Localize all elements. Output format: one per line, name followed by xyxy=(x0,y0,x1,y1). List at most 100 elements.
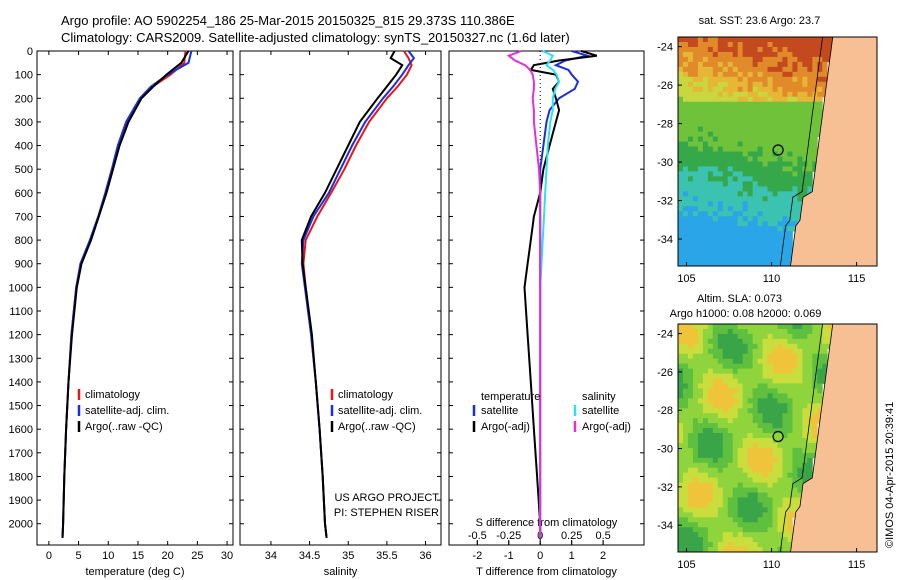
map-cell xyxy=(712,111,719,118)
map-cell xyxy=(742,438,749,444)
map-cell xyxy=(792,428,798,434)
map-cell xyxy=(767,472,773,479)
map-cell xyxy=(752,161,759,167)
map-cell xyxy=(722,106,729,113)
map-cell xyxy=(732,507,739,513)
map-cell xyxy=(682,467,689,474)
map-cell xyxy=(797,413,803,419)
map-cell xyxy=(712,136,719,142)
map-cell xyxy=(682,216,689,222)
map-cell xyxy=(722,216,729,222)
map-cell xyxy=(722,438,729,444)
map-cell xyxy=(782,502,788,508)
map-cell xyxy=(712,507,719,513)
map-cell xyxy=(747,542,754,548)
map-cell xyxy=(702,181,709,187)
map-cell xyxy=(687,457,694,464)
map-cell xyxy=(782,101,788,108)
x-tick-label: 25 xyxy=(191,550,203,562)
map-cell xyxy=(782,333,788,340)
map-cell xyxy=(682,186,689,192)
map-cell xyxy=(752,171,759,177)
map-cell xyxy=(777,388,783,394)
map-cell xyxy=(707,61,714,68)
map-cell xyxy=(777,462,783,469)
map-cell xyxy=(697,363,704,370)
map-cell xyxy=(707,353,714,360)
map-cell xyxy=(812,333,818,340)
map-cell xyxy=(762,37,768,43)
map-cell xyxy=(717,403,724,409)
map-cell xyxy=(757,338,763,345)
map-cell xyxy=(797,467,803,474)
map-cell xyxy=(782,418,788,424)
x-tick-label: 2 xyxy=(600,550,606,562)
map-cell xyxy=(782,56,788,63)
s-tick-label: 0.5 xyxy=(595,530,610,542)
map-cell xyxy=(812,156,818,162)
map-cell xyxy=(722,447,729,454)
map-cell xyxy=(742,522,749,528)
map-cell xyxy=(682,71,689,78)
map-cell xyxy=(678,512,684,518)
map-cell xyxy=(737,393,744,399)
map-cell xyxy=(727,37,734,43)
map-cell xyxy=(812,66,818,73)
map-cell xyxy=(787,492,793,498)
x-tick-label: 34 xyxy=(265,550,277,562)
map-cell xyxy=(712,146,719,152)
map-cell xyxy=(692,141,699,147)
map-cell xyxy=(762,398,768,404)
map-cell xyxy=(707,507,714,513)
map-cell xyxy=(707,246,714,252)
map-cell xyxy=(678,226,684,232)
map-cell xyxy=(687,383,694,389)
map-cell xyxy=(702,324,709,330)
y-tick-label: 1300 xyxy=(9,353,33,365)
map-cell xyxy=(722,161,729,167)
map-cell xyxy=(782,256,788,262)
map-cell xyxy=(787,472,793,479)
map-cell xyxy=(722,413,729,419)
map-cell xyxy=(678,126,684,132)
map-cell xyxy=(802,191,808,197)
map-cell xyxy=(722,81,729,88)
map-cell xyxy=(752,166,759,172)
map-cell xyxy=(762,146,768,152)
map-cell xyxy=(682,176,689,182)
map-cell xyxy=(697,507,704,513)
map-cell xyxy=(727,447,734,454)
map-cell xyxy=(797,176,803,182)
map-cell xyxy=(702,131,709,137)
map-cell xyxy=(707,256,714,262)
map-cell xyxy=(732,191,739,197)
map-cell xyxy=(717,343,724,350)
map-cell xyxy=(787,413,793,419)
map-cell xyxy=(777,447,783,454)
map-cell xyxy=(752,76,759,83)
map-cell xyxy=(687,221,694,227)
map-cell xyxy=(692,221,699,227)
map-cell xyxy=(682,126,689,132)
map-cell xyxy=(787,46,793,53)
map-cell xyxy=(732,196,739,202)
map-cell xyxy=(787,482,793,488)
map-cell xyxy=(717,37,724,43)
map-cell xyxy=(742,542,749,548)
legend-label: satellite xyxy=(481,405,518,417)
map-cell xyxy=(752,261,759,267)
map-cell xyxy=(822,56,828,63)
map-cell xyxy=(717,482,724,488)
map-cell xyxy=(807,438,813,444)
map-cell xyxy=(722,383,729,389)
map-cell xyxy=(752,51,759,58)
map-cell xyxy=(707,251,714,257)
map-cell xyxy=(757,408,763,414)
map-cell xyxy=(722,428,729,434)
map-cell xyxy=(678,101,684,108)
map-cell xyxy=(717,161,724,167)
map-cell xyxy=(712,176,719,182)
map-cell xyxy=(797,111,803,118)
map-cell xyxy=(787,378,793,384)
